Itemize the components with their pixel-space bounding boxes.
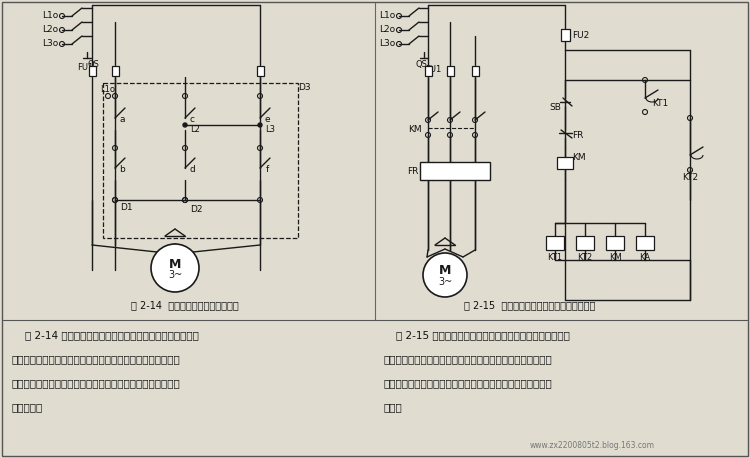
Text: 止重复运行的控制，本线路通常用于机床自动间歇润滑系统的: 止重复运行的控制，本线路通常用于机床自动间歇润滑系统的 bbox=[383, 378, 552, 388]
Text: KT2: KT2 bbox=[578, 252, 592, 262]
Text: FU1: FU1 bbox=[425, 65, 441, 73]
Text: KM: KM bbox=[572, 153, 586, 163]
Text: FU1: FU1 bbox=[77, 64, 93, 72]
Text: e: e bbox=[264, 115, 270, 125]
Text: FU2: FU2 bbox=[572, 31, 590, 39]
Text: QS: QS bbox=[88, 60, 100, 69]
Text: L2o: L2o bbox=[379, 26, 395, 34]
Text: f: f bbox=[266, 165, 268, 174]
Bar bbox=[256, 66, 263, 76]
Bar bbox=[546, 236, 564, 250]
Text: 控制。: 控制。 bbox=[383, 402, 402, 412]
Text: M: M bbox=[169, 257, 182, 271]
Text: a: a bbox=[119, 115, 124, 125]
Bar bbox=[446, 66, 454, 76]
Text: 3~: 3~ bbox=[438, 277, 452, 287]
Text: L1o: L1o bbox=[42, 11, 58, 21]
Circle shape bbox=[423, 253, 467, 297]
Text: KM: KM bbox=[408, 125, 422, 135]
Text: D1: D1 bbox=[120, 203, 133, 213]
Text: SB: SB bbox=[549, 104, 561, 113]
Text: c: c bbox=[190, 115, 194, 125]
Bar bbox=[88, 66, 95, 76]
Text: FR: FR bbox=[407, 168, 419, 176]
Text: 图 2-14  倒顺开关可逆运行控制线路: 图 2-14 倒顺开关可逆运行控制线路 bbox=[131, 300, 238, 310]
Text: 线路利用倒顺开关的换相作用去改变电动机电源的相序以控制: 线路利用倒顺开关的换相作用去改变电动机电源的相序以控制 bbox=[12, 354, 181, 364]
Bar bbox=[112, 66, 118, 76]
Text: www.zx2200805t2.blog.163.com: www.zx2200805t2.blog.163.com bbox=[530, 441, 655, 450]
Text: KA: KA bbox=[640, 252, 650, 262]
Text: b: b bbox=[119, 165, 124, 174]
Text: 图 2-15 所示为按周期重复运行的单向运行控制线路，该线: 图 2-15 所示为按周期重复运行的单向运行控制线路，该线 bbox=[383, 330, 570, 340]
Text: d: d bbox=[189, 165, 195, 174]
Text: M: M bbox=[439, 265, 452, 278]
Bar bbox=[636, 236, 654, 250]
Bar bbox=[557, 157, 573, 169]
Text: QS: QS bbox=[415, 60, 427, 70]
Circle shape bbox=[151, 244, 199, 292]
Bar bbox=[103, 83, 298, 238]
Text: 3~: 3~ bbox=[168, 270, 182, 280]
Text: L3: L3 bbox=[265, 125, 275, 135]
Text: KT1: KT1 bbox=[548, 252, 562, 262]
Bar bbox=[560, 29, 569, 41]
Bar bbox=[420, 162, 490, 180]
Circle shape bbox=[258, 123, 262, 127]
Circle shape bbox=[183, 123, 187, 127]
Text: L2: L2 bbox=[190, 125, 200, 135]
Bar bbox=[472, 66, 478, 76]
Text: FR: FR bbox=[572, 131, 584, 140]
Text: L1o: L1o bbox=[379, 11, 395, 21]
Text: D3: D3 bbox=[298, 82, 310, 92]
Text: L1o: L1o bbox=[100, 86, 115, 94]
Text: KM: KM bbox=[609, 252, 621, 262]
Bar bbox=[576, 236, 594, 250]
Text: 路使用两只时间继电器和一只中间继电器，对电动机作同歇停: 路使用两只时间继电器和一只中间继电器，对电动机作同歇停 bbox=[383, 354, 552, 364]
Text: 逆运行中。: 逆运行中。 bbox=[12, 402, 44, 412]
Text: L3o: L3o bbox=[379, 39, 395, 49]
Text: KT2: KT2 bbox=[682, 174, 698, 182]
Bar bbox=[606, 236, 624, 250]
Text: KT1: KT1 bbox=[652, 99, 668, 109]
Text: 图 2-15  按周期重复运行的单向运行控制线路: 图 2-15 按周期重复运行的单向运行控制线路 bbox=[464, 300, 596, 310]
Text: 其进行可逆运行，倒顺开关一般仅用在小功率三相电动机的可: 其进行可逆运行，倒顺开关一般仅用在小功率三相电动机的可 bbox=[12, 378, 181, 388]
Text: L3o: L3o bbox=[42, 39, 58, 49]
Bar bbox=[424, 66, 431, 76]
Text: L2o: L2o bbox=[42, 26, 58, 34]
Text: D2: D2 bbox=[190, 206, 202, 214]
Text: 图 2-14 所示为采用倒顺开关进行可逆运行的控制线路，该: 图 2-14 所示为采用倒顺开关进行可逆运行的控制线路，该 bbox=[12, 330, 199, 340]
